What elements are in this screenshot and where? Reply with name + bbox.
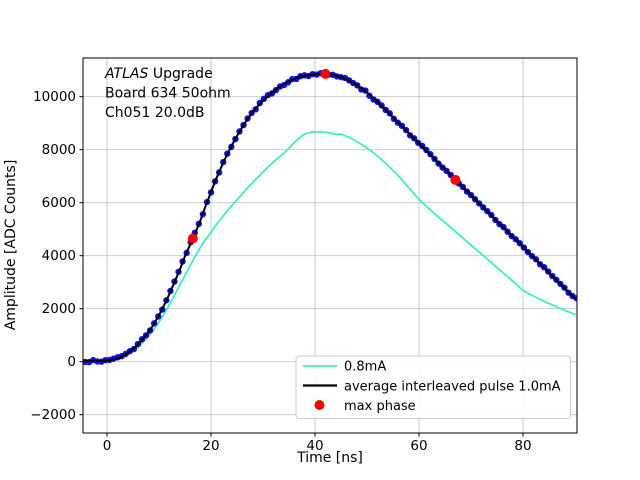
x-tick-label: 60 [410,438,427,454]
y-tick-label: 4000 [42,248,76,264]
annotation-atlas: ATLAS [104,66,148,82]
x-tick-label: 0 [103,438,112,454]
legend-marker-max-phase [314,400,325,410]
y-tick-label: 10000 [33,89,76,105]
y-tick-label: 6000 [42,195,76,211]
legend-label-0.8mA: 0.8mA [344,360,386,375]
max-phase-dot [187,233,198,244]
y-tick-label: 2000 [42,301,76,317]
curve-layer [83,68,577,366]
y-tick-label: −2000 [30,407,76,423]
annotation-upgrade: Upgrade [148,66,212,82]
x-tick-label: 40 [306,438,323,454]
x-tick-label: 80 [514,438,531,454]
x-tick-label: 20 [202,438,219,454]
curve-0.8mA [83,130,576,363]
annotation-line-3: Ch051 20.0dB [105,105,204,121]
x-axis-label: Time [ns] [296,450,363,466]
legend-label-average-pulse: average interleaved pulse 1.0mA [344,380,561,395]
axes-frame [82,57,578,434]
max-phase-dot [450,174,461,185]
annotation-line-2: Board 634 50ohm [105,86,231,102]
legend-box [295,355,571,419]
y-tick-label: 0 [67,354,76,370]
annotation-line-1: ATLAS Upgrade [104,66,213,82]
legend: 0.8mA average interleaved pulse 1.0mA ma… [295,355,571,419]
y-axis-label: Amplitude [ADC Counts] [3,160,19,331]
legend-label-max-phase: max phase [344,399,416,414]
annotation: ATLAS Upgrade Board 634 50ohm Ch051 20.0… [104,66,231,121]
max-phase-dot [320,68,331,79]
y-tick-label: 8000 [42,142,76,158]
tick-layer: 0 20 40 60 80 −2000 0 2000 4000 6000 8000 10000 [30,89,531,454]
